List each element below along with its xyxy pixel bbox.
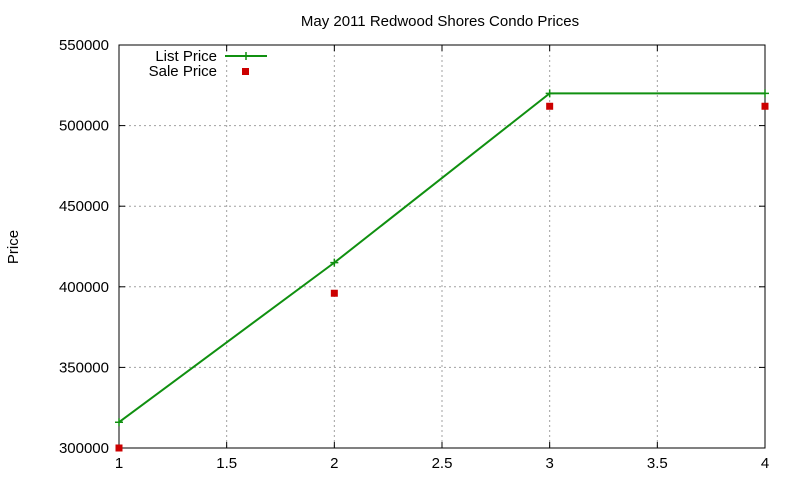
legend-marker-list-price bbox=[242, 52, 250, 60]
y-tick-label: 500000 bbox=[59, 118, 109, 135]
legend-label-sale-price: Sale Price bbox=[149, 63, 217, 80]
list-price-point bbox=[115, 418, 123, 427]
x-tick-label: 1.5 bbox=[216, 455, 237, 472]
x-tick-label: 3.5 bbox=[647, 455, 668, 472]
x-tick-label: 2 bbox=[330, 455, 338, 472]
list-price-point bbox=[330, 258, 339, 267]
chart-title: May 2011 Redwood Shores Condo Prices bbox=[301, 13, 579, 30]
legend-marker-sale-price bbox=[242, 68, 249, 75]
legend-label-list-price: List Price bbox=[155, 48, 217, 65]
list-price-point bbox=[761, 89, 769, 98]
x-tick-label: 1 bbox=[115, 455, 123, 472]
y-tick-label: 450000 bbox=[59, 198, 109, 215]
axis-ticks: 1 1.5 2 2.5 3 3.5 4 300000 350000 400000 450000 500… bbox=[59, 37, 769, 472]
legend-item-list-price: List Price bbox=[155, 48, 267, 65]
sale-price-point bbox=[330, 289, 338, 297]
y-axis-title: Price bbox=[5, 230, 22, 264]
x-tick-label: 4 bbox=[761, 455, 769, 472]
sale-price-point bbox=[761, 102, 769, 110]
y-tick-label: 550000 bbox=[59, 37, 109, 54]
y-tick-label: 350000 bbox=[59, 359, 109, 376]
list-price-point bbox=[545, 89, 554, 98]
grid bbox=[119, 45, 765, 448]
series bbox=[115, 89, 769, 452]
x-tick-label: 2.5 bbox=[432, 455, 453, 472]
legend-item-sale-price: Sale Price bbox=[149, 63, 249, 80]
y-tick-label: 300000 bbox=[59, 440, 109, 457]
legend: List Price Sale Price bbox=[149, 48, 267, 80]
x-tick-label: 3 bbox=[545, 455, 553, 472]
sale-price-point bbox=[546, 102, 554, 110]
list-price-line bbox=[118, 92, 765, 424]
y-tick-label: 400000 bbox=[59, 279, 109, 296]
sale-price-point bbox=[115, 444, 123, 452]
